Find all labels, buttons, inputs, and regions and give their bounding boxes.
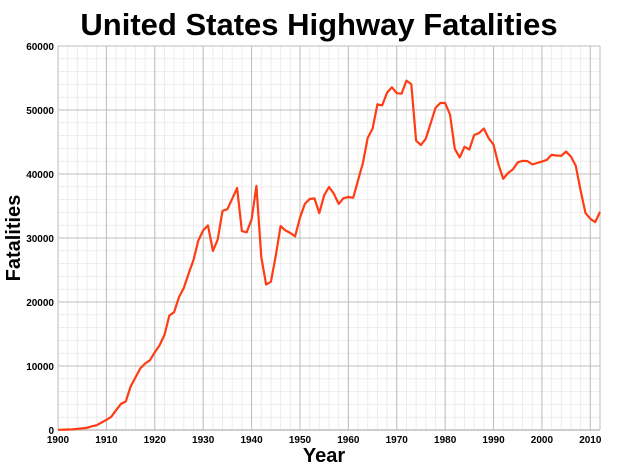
y-tick-label: 20000 bbox=[26, 298, 54, 309]
x-tick-label: 1930 bbox=[192, 435, 215, 446]
y-tick-label: 0 bbox=[48, 426, 54, 437]
y-tick-label: 50000 bbox=[26, 106, 54, 117]
x-tick-label: 2000 bbox=[531, 435, 554, 446]
x-tick-label: 1960 bbox=[337, 435, 360, 446]
y-tick-label: 40000 bbox=[26, 170, 54, 181]
y-axis-ticks: 0 10000 20000 30000 40000 50000 60000 bbox=[26, 42, 54, 437]
x-tick-label: 1910 bbox=[95, 435, 118, 446]
y-tick-label: 10000 bbox=[26, 362, 54, 373]
series-line-fatalities bbox=[57, 79, 601, 431]
x-tick-label: 1900 bbox=[47, 435, 70, 446]
x-tick-label: 1940 bbox=[240, 435, 263, 446]
x-tick-label: 1920 bbox=[144, 435, 167, 446]
x-axis-label: Year bbox=[303, 445, 345, 467]
x-tick-label: 1990 bbox=[482, 435, 505, 446]
x-tick-label: 1980 bbox=[434, 435, 457, 446]
y-tick-label: 60000 bbox=[26, 42, 54, 53]
data-points bbox=[57, 80, 601, 430]
x-tick-label: 1970 bbox=[386, 435, 409, 446]
x-tick-label: 2010 bbox=[579, 435, 602, 446]
chart-title: United States Highway Fatalities bbox=[80, 7, 557, 42]
grid bbox=[57, 45, 601, 431]
y-tick-label: 30000 bbox=[26, 234, 54, 245]
x-axis-ticks: 1900 1910 1920 1930 1940 1950 1960 1970 1980 1990… bbox=[47, 435, 602, 446]
x-tick-label: 1950 bbox=[289, 435, 312, 446]
y-axis-label: Fatalities bbox=[3, 195, 25, 282]
